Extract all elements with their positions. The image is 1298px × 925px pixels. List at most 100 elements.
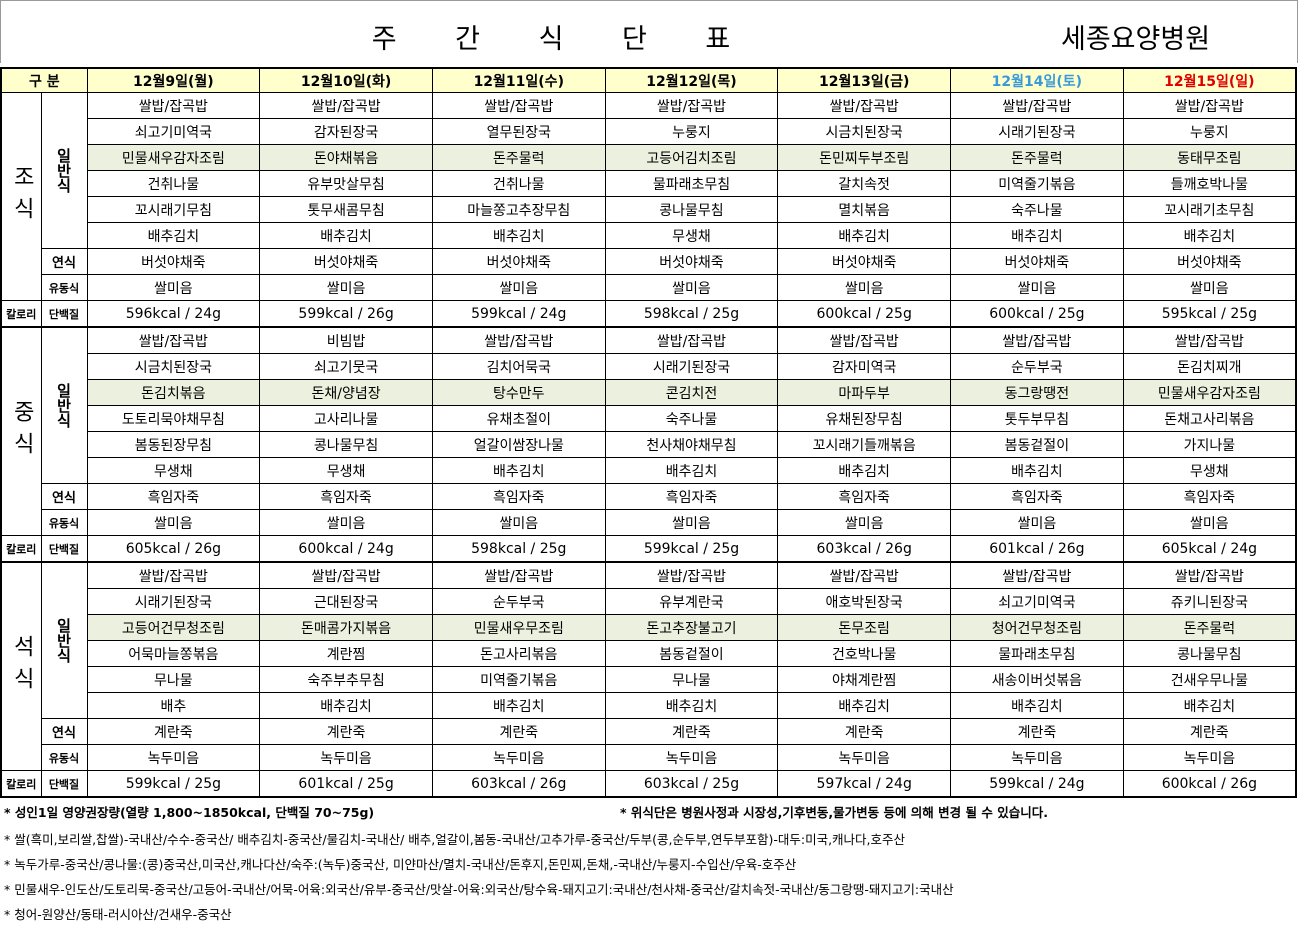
nutrition-label: 단백질 [40,300,88,328]
menu-item: 쌀밥/잡곡밥 [950,561,1124,589]
menu-item: 동그랑땡전 [950,379,1124,406]
menu-item: 돈김치찌개 [1122,353,1297,380]
table-row: 봄동된장무침 콩나물무침 얼갈이쌈장나물 천사채야채무침 꼬시래기들깨볶음 봄동겉절이 가지… [1,431,1297,458]
note: * 녹두가루-중국산/콩나물:(콩)중국산,미국산,캐나다산/숙주:(녹두)중국… [4,857,797,872]
menu-item: 돈채/양념장 [259,379,433,406]
menu-item: 봄동된장무침 [86,431,261,458]
table-row: 유동식 쌀미음 쌀미음 쌀미음 쌀미음 쌀미음 쌀미음 쌀미음 [1,274,1297,301]
day-header: 12월12일(목) [604,67,779,93]
menu-item: 건취나물 [86,170,261,197]
table-row: 어묵마늘쫑볶음 계란찜 돈고사리볶음 봄동겉절이 건호박나물 물파래초무침 콩나물무침 [1,640,1297,667]
menu-item: 배추 [86,692,261,719]
diet-label: 일반식 [40,561,88,719]
menu-item: 버섯야채죽 [259,248,433,275]
menu-item: 돈주물럭 [431,144,606,171]
hospital-name: 세종요양병원 [1061,24,1211,55]
menu-item: 봄동겉절이 [950,431,1124,458]
menu-item: 배추김치 [431,457,606,484]
menu-item: 건호박나물 [777,640,952,667]
nutrition-value: 600kcal / 25g [950,300,1124,328]
nutrition-value: 600kcal / 26g [1122,770,1297,798]
table-row: 돈김치볶음 돈채/양념장 탕수만두 콘김치전 마파두부 동그랑땡전 민물새우감자조림 [1,379,1297,406]
table-row: 칼로리 단백질 599kcal / 25g 601kcal / 25g 603kcal … [0,770,1297,798]
menu-item: 고사리나물 [259,405,433,432]
menu-item: 쥬키니된장국 [1122,588,1297,615]
menu-item: 배추김치 [950,692,1124,719]
menu-item: 감자된장국 [259,118,433,145]
title: 주 간 식 단 표 [371,24,731,55]
menu-item: 쌀밥/잡곡밥 [86,561,261,589]
menu-item: 녹두미음 [259,744,433,771]
menu-item: 배추김치 [431,692,606,719]
day-header: 12월13일(금) [777,67,952,93]
menu-item: 쌀미음 [1122,509,1297,536]
nutrition-value: 596kcal / 24g [86,300,261,328]
menu-item: 김치어묵국 [431,353,606,380]
nutrition-label: 칼로리 [0,300,42,328]
menu-item: 흑임자죽 [431,483,606,510]
diet-label: 일반식 [40,326,88,484]
menu-item: 쌀밥/잡곡밥 [604,92,779,119]
table-row: 칼로리 단백질 605kcal / 26g 600kcal / 24g 598kcal … [0,535,1297,563]
table-row: 연식 계란죽 계란죽 계란죽 계란죽 계란죽 계란죽 계란죽 [1,718,1297,745]
menu-item: 꼬시래기들깨볶음 [777,431,952,458]
menu-item: 톳무새콤무침 [259,196,433,223]
nutrition-value: 595kcal / 25g [1122,300,1297,328]
menu-item: 돈무조림 [777,614,952,641]
nutrition-value: 600kcal / 25g [777,300,952,328]
note: * 청어-원양산/동태-러시아산/건새우-중국산 [4,907,232,922]
menu-item: 쇠고기미역국 [86,118,261,145]
menu-item: 쌀미음 [950,274,1124,301]
menu-item: 쌀밥/잡곡밥 [86,326,261,354]
menu-item: 쌀미음 [86,509,261,536]
menu-item: 누룽지 [604,118,779,145]
menu-item: 쌀밥/잡곡밥 [604,326,779,354]
menu-item: 감자미역국 [777,353,952,380]
menu-item: 배추김치 [604,457,779,484]
menu-item: 쌀미음 [604,274,779,301]
menu-item: 들깨호박나물 [1122,170,1297,197]
menu-item: 건취나물 [431,170,606,197]
table-row: 연식 버섯야채죽 버섯야채죽 버섯야채죽 버섯야채죽 버섯야채죽 버섯야채죽 버섯야채죽 [1,248,1297,275]
menu-item: 쌀밥/잡곡밥 [777,561,952,589]
menu-item: 고등어김치조림 [604,144,779,171]
menu-item: 계란죽 [259,718,433,745]
nutrition-value: 598kcal / 25g [604,300,779,328]
menu-item: 배추김치 [777,692,952,719]
menu-item: 배추김치 [777,457,952,484]
nutrition-label: 단백질 [40,770,88,798]
menu-item: 탕수만두 [431,379,606,406]
table-row: 쇠고기미역국 감자된장국 열무된장국 누룽지 시금치된장국 시래기된장국 누룽지 [1,118,1297,145]
menu-item: 콩나물무침 [259,431,433,458]
table-row: 중식 일반식 쌀밥/잡곡밥 비빔밥 쌀밥/잡곡밥 쌀밥/잡곡밥 쌀밥/잡곡밥 쌀밥/잡곡밥 쌀밥… [0,326,1297,536]
menu-item: 민물새우감자조림 [86,144,261,171]
menu-item: 계란찜 [259,640,433,667]
menu-item: 얼갈이쌈장나물 [431,431,606,458]
menu-item: 마파두부 [777,379,952,406]
menu-item: 쌀밥/잡곡밥 [259,92,433,119]
menu-item: 무생채 [86,457,261,484]
nutrition-label: 단백질 [40,535,88,563]
menu-item: 새송이버섯볶음 [950,666,1124,693]
menu-item: 돈매콤가지볶음 [259,614,433,641]
menu-item: 쌀밥/잡곡밥 [86,92,261,119]
table-row: 유동식 녹두미음 녹두미음 녹두미음 녹두미음 녹두미음 녹두미음 녹두미음 [1,744,1297,771]
nutrition-value: 597kcal / 24g [777,770,952,798]
menu-item: 쌀미음 [950,509,1124,536]
table-row: 도토리묵야채무침 고사리나물 유채초절이 숙주나물 유채된장무침 톳두부무침 돈채고사리볶음 [1,405,1297,432]
menu-item: 숙주나물 [950,196,1124,223]
menu-item: 시래기된장국 [604,353,779,380]
menu-item: 녹두미음 [1122,744,1297,771]
table-row: 배추 배추김치 배추김치 배추김치 배추김치 배추김치 배추김치 [1,692,1297,719]
nutrition-label: 칼로리 [0,770,42,798]
nutrition-value: 603kcal / 26g [431,770,606,798]
meal-label: 조식 [0,92,42,301]
menu-item: 배추김치 [1122,692,1297,719]
table-row: 시래기된장국 근대된장국 순두부국 유부계란국 애호박된장국 쇠고기미역국 쥬키니된장국 [1,588,1297,615]
menu-item: 버섯야채죽 [604,248,779,275]
menu-item: 흑임자죽 [86,483,261,510]
menu-item: 쌀밥/잡곡밥 [431,92,606,119]
menu-item: 버섯야채죽 [86,248,261,275]
menu-item: 봄동겉절이 [604,640,779,667]
